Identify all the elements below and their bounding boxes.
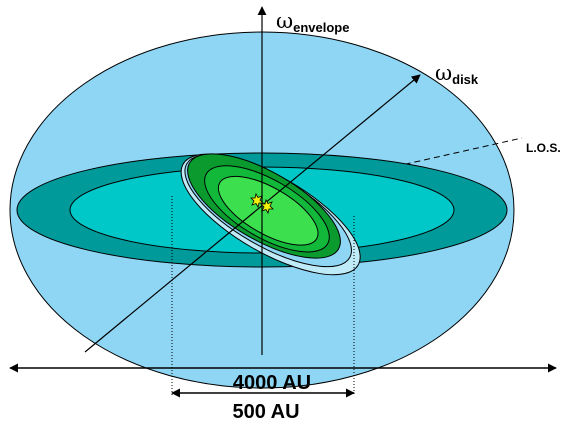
disk-subscript: disk <box>452 72 479 87</box>
scale-large-label: 4000 AU <box>233 372 311 394</box>
disk-omega-label: ωdisk <box>435 61 479 87</box>
omega-symbol: ω <box>276 9 293 33</box>
star-1 <box>250 192 264 209</box>
envelope-subscript: envelope <box>293 20 349 35</box>
star-2 <box>260 198 274 215</box>
omega-symbol-disk: ω <box>435 61 452 85</box>
los-label: L.O.S. <box>526 141 561 155</box>
scale-small-label: 500 AU <box>232 401 299 423</box>
binary-stars <box>250 192 274 215</box>
envelope-omega-label: ωenvelope <box>276 9 349 35</box>
disk-axis <box>84 74 421 353</box>
